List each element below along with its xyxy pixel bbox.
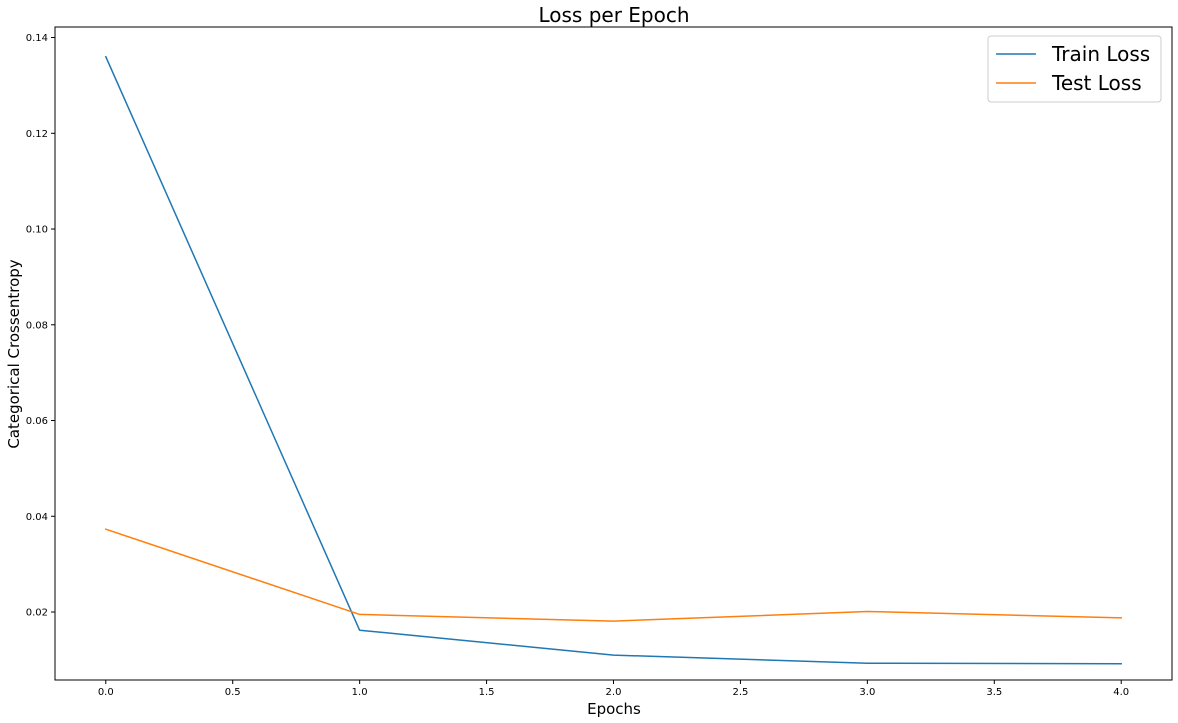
plot-frame bbox=[54, 26, 1173, 681]
x-axis: 0.0 0.5 1.0 1.5 2.0 2.5 3.0 3.5 4.0 bbox=[98, 680, 1129, 698]
legend-items: Train Loss Test Loss bbox=[996, 42, 1150, 95]
y-tick-label: 0.02 bbox=[26, 608, 48, 619]
x-tick-label: 2.0 bbox=[606, 687, 622, 698]
series-line-1 bbox=[104, 528, 1122, 622]
chart-title: Loss per Epoch bbox=[538, 3, 689, 27]
legend-label: Train Loss bbox=[1051, 42, 1150, 66]
x-axis-label: Epochs bbox=[587, 700, 641, 718]
x-tick-label: 3.0 bbox=[859, 687, 875, 698]
y-tick-label: 0.10 bbox=[26, 225, 48, 236]
x-tick-label: 1.5 bbox=[479, 687, 495, 698]
series-line-0 bbox=[104, 55, 1122, 665]
x-tick-label: 0.5 bbox=[225, 687, 241, 698]
x-tick-label: 2.5 bbox=[732, 687, 748, 698]
legend: Train Loss Test Loss bbox=[987, 35, 1162, 103]
legend-label: Test Loss bbox=[1051, 71, 1142, 95]
y-tick-label: 0.08 bbox=[26, 320, 48, 331]
series-layer bbox=[104, 55, 1122, 665]
y-tick-label: 0.12 bbox=[26, 129, 48, 140]
x-tick-label: 1.0 bbox=[352, 687, 368, 698]
legend-box bbox=[987, 35, 1162, 103]
y-axis: 0.02 0.04 0.06 0.08 0.10 0.12 0.14 bbox=[26, 33, 55, 619]
y-tick-label: 0.14 bbox=[26, 33, 48, 44]
x-tick-label: 0.0 bbox=[98, 687, 114, 698]
x-tick-label: 4.0 bbox=[1113, 687, 1129, 698]
y-tick-label: 0.06 bbox=[26, 416, 48, 427]
plot-area bbox=[54, 26, 1173, 681]
y-axis-label: Categorical Crossentropy bbox=[5, 259, 23, 448]
y-tick-label: 0.04 bbox=[26, 512, 48, 523]
x-tick-label: 3.5 bbox=[986, 687, 1002, 698]
